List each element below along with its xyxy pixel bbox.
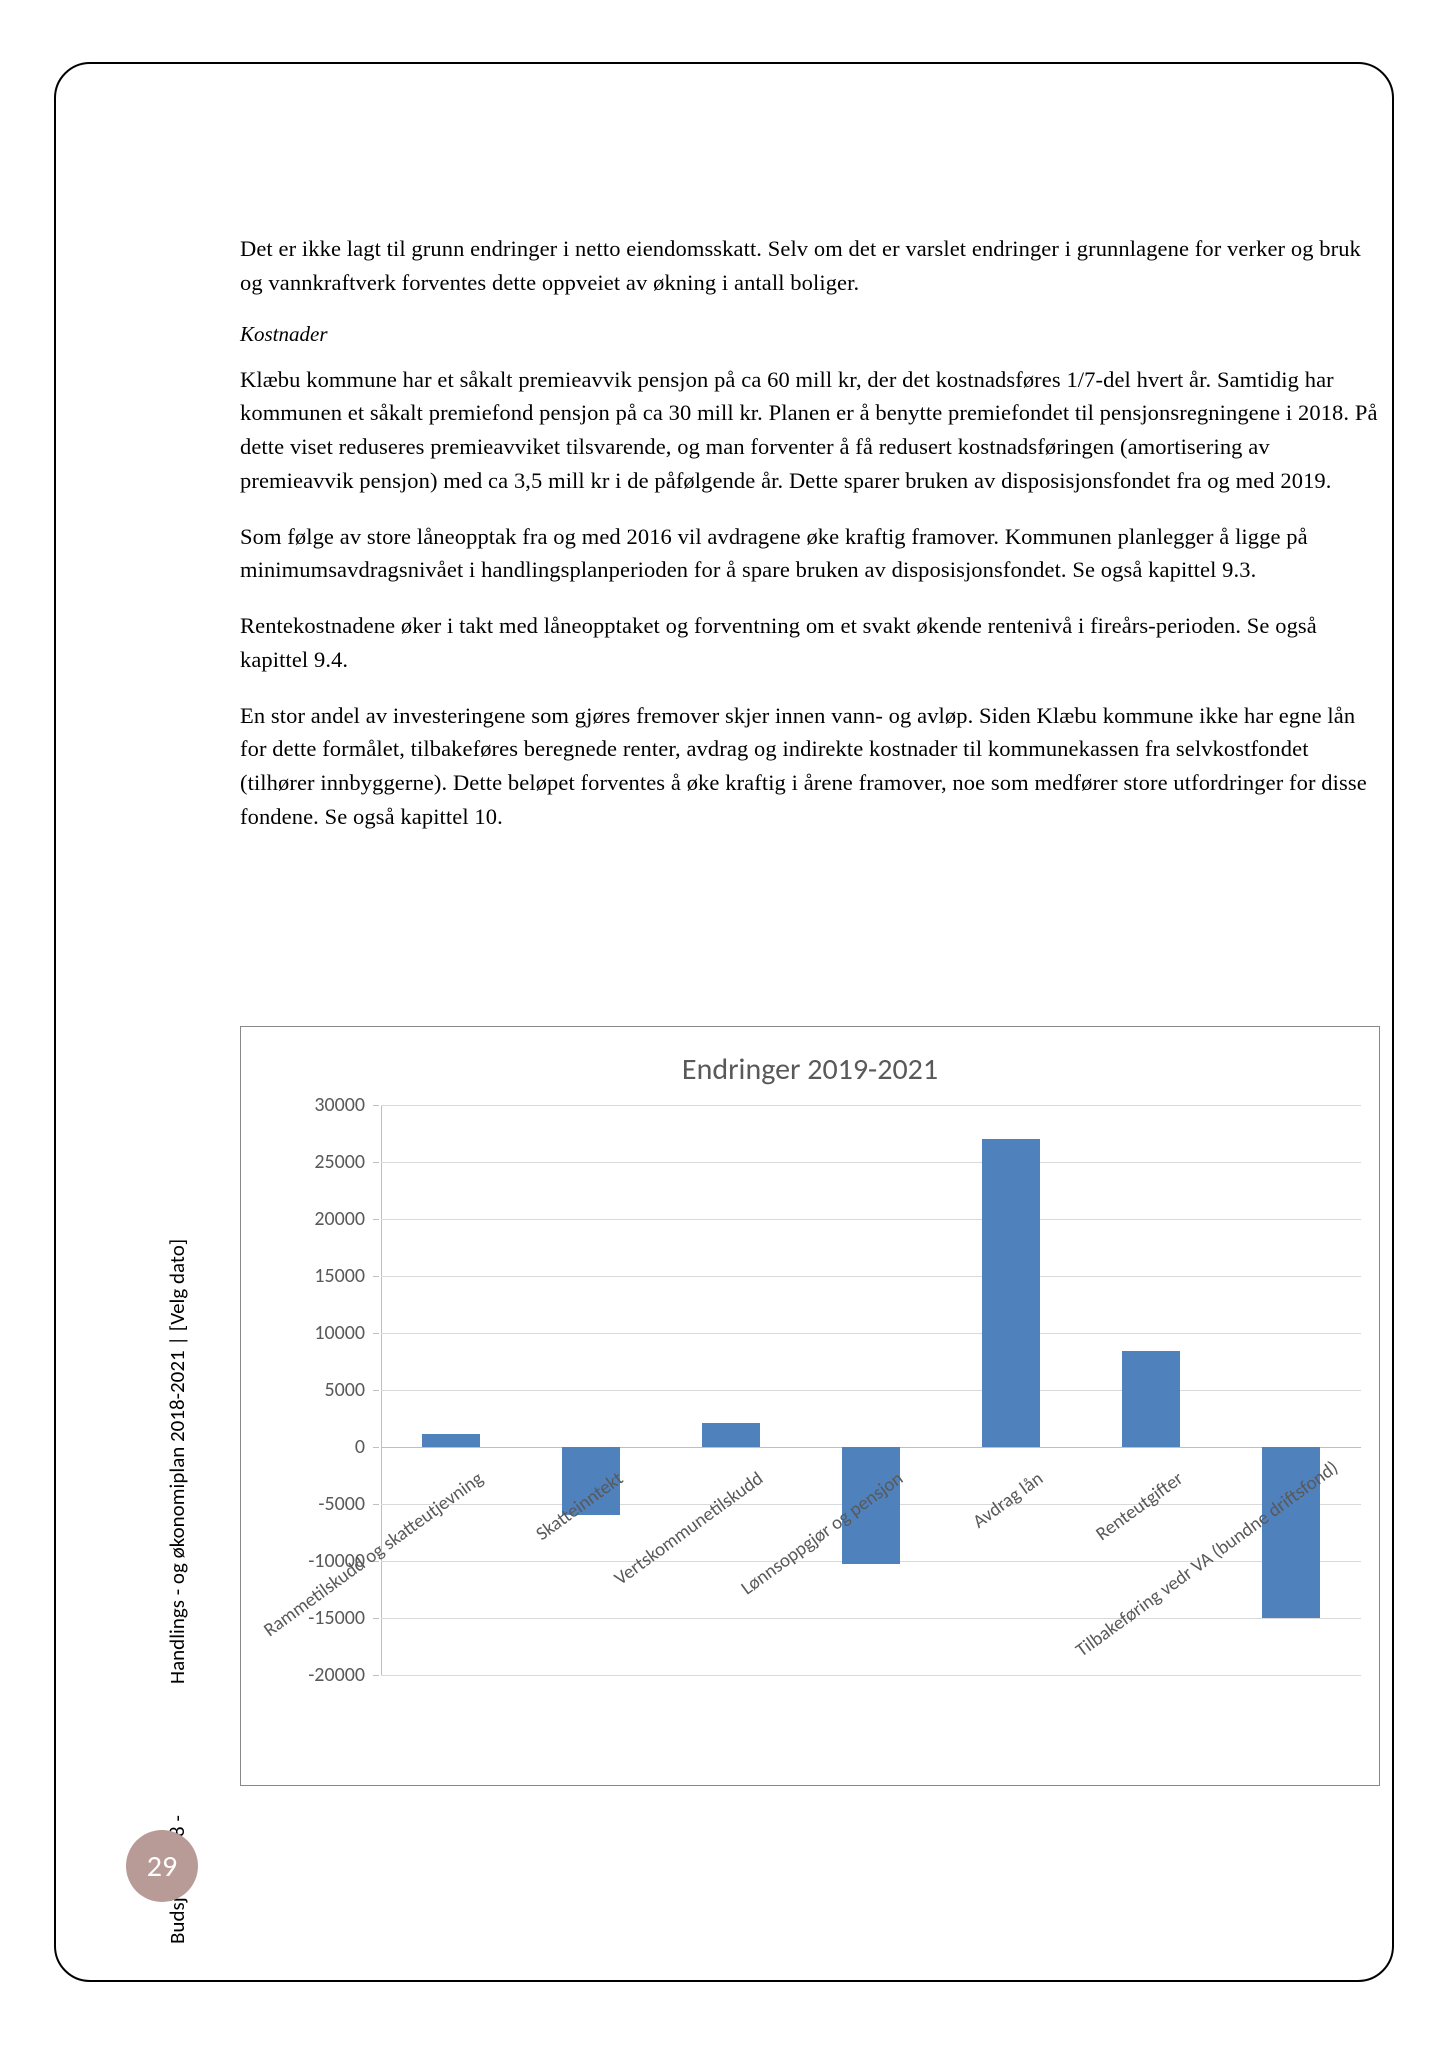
x-axis-label: Skatteinntekt <box>372 1467 628 1662</box>
body-text: Det er ikke lagt til grunn endringer i n… <box>240 232 1380 856</box>
paragraph: En stor andel av investeringene som gjør… <box>240 699 1380 834</box>
gridline <box>381 1390 1361 1391</box>
y-axis-label: -5000 <box>271 1492 381 1516</box>
x-axis-label: Vertskommunetilskudd <box>512 1467 768 1662</box>
y-axis-label: 20000 <box>271 1207 381 1231</box>
x-axis-label: Avdrag lån <box>792 1467 1048 1662</box>
gridline <box>381 1618 1361 1619</box>
subheading-kostnader: Kostnader <box>240 322 1380 347</box>
gridline <box>381 1333 1361 1334</box>
bar <box>982 1139 1040 1447</box>
bar <box>1122 1351 1180 1447</box>
gridline <box>381 1162 1361 1163</box>
y-axis-label: 5000 <box>271 1378 381 1402</box>
y-axis-label: 15000 <box>271 1264 381 1288</box>
gridline <box>381 1276 1361 1277</box>
side-text-upper: Handlings - og økonomiplan 2018-2021 | [… <box>164 1239 190 1684</box>
gridline <box>381 1105 1361 1106</box>
bar <box>702 1423 760 1447</box>
paragraph: Klæbu kommune har et såkalt premieavvik … <box>240 363 1380 498</box>
page-number-badge: 29 <box>126 1830 198 1902</box>
bar <box>422 1434 480 1447</box>
paragraph: Rentekostnadene øker i takt med låneoppt… <box>240 609 1380 677</box>
gridline <box>381 1219 1361 1220</box>
y-axis-label: 30000 <box>271 1093 381 1117</box>
x-axis-label: Renteutgifter <box>932 1467 1188 1662</box>
chart-container: Endringer 2019-2021 -20000-15000-10000-5… <box>240 1026 1380 1786</box>
page-number: 29 <box>147 1848 177 1885</box>
gridline <box>381 1675 1361 1676</box>
x-axis-label: Lønnsoppgjør og pensjon <box>652 1467 908 1662</box>
page-frame: Det er ikke lagt til grunn endringer i n… <box>54 62 1394 1982</box>
y-axis-label: 10000 <box>271 1321 381 1345</box>
chart-title: Endringer 2019-2021 <box>241 1051 1379 1088</box>
y-axis-label: 0 <box>271 1435 381 1459</box>
y-axis-label: -20000 <box>271 1663 381 1687</box>
chart-plot-area: -20000-15000-10000-500005000100001500020… <box>381 1105 1361 1675</box>
paragraph: Som følge av store låneopptak fra og med… <box>240 520 1380 588</box>
y-axis-label: 25000 <box>271 1150 381 1174</box>
paragraph: Det er ikke lagt til grunn endringer i n… <box>240 232 1380 300</box>
